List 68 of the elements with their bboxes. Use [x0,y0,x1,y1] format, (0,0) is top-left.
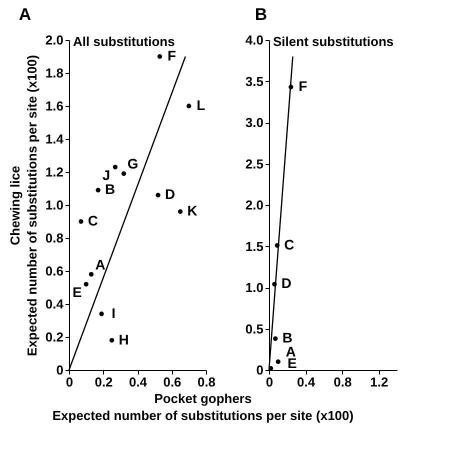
annotation: H [118,331,129,348]
y-tick-label: 1.5 [245,238,264,254]
annotation: G [127,156,138,172]
y-tick-label: 0.2 [45,330,64,344]
annotation: F [298,78,308,94]
point [186,104,192,108]
x-tick-label: 0.4 [128,374,148,390]
y-tick-label: 1.4 [45,132,64,146]
y-tick-label: 1.6 [45,98,64,114]
y-tick-label: 3.0 [245,115,264,130]
y-tick-label: 4.0 [245,32,264,48]
annotation: A [286,343,296,360]
point [109,338,114,343]
point [276,359,280,364]
annotation: D [281,275,292,292]
annotation: E [72,284,82,300]
chart-title: B [254,5,268,24]
y-tick-label: 3.5 [245,74,264,89]
point [99,312,104,316]
y-tick-label: 1.0 [245,280,264,295]
y-tick-label: 1.0 [45,198,64,212]
annotation: D [164,186,176,202]
point [288,84,294,90]
annotation: A [95,256,106,272]
x-tick-label: 0.6 [163,374,182,390]
point [78,219,84,224]
annotation: B [105,181,116,198]
y-tick-label: 1.8 [45,66,64,80]
annotation: C [88,212,98,228]
y-tick-label: 0.4 [45,296,64,312]
x-tick-label: 0.8 [197,374,216,390]
y-tick-label: 0 [256,362,264,378]
y-tick-label: 0.5 [245,321,264,336]
x-tick-label: 0.4 [297,374,316,390]
y-axis-title: Chewing lice Expected number of substitutions per site (x100) [7,54,40,356]
point [157,54,162,59]
y-tick-label: 2.0 [245,198,264,212]
x-tick-label: 1.2 [370,374,388,390]
annotation: B [282,330,292,346]
chart-title: A [18,5,32,24]
y-tick-label: 1.2 [45,164,64,180]
point [178,209,183,214]
point [272,282,277,287]
annotation: All substitutions [73,34,175,49]
point [273,336,278,341]
y-tick-label: 0 [56,362,64,378]
y-tick-label: 2.5 [245,156,264,172]
x-tick-label: 0.2 [94,374,113,390]
annotation: C [284,236,294,252]
point [84,282,88,287]
x-tick-label: 0.8 [334,374,352,390]
annotation: J [102,167,110,184]
point [274,243,280,248]
point [88,272,94,277]
annotation: F [167,48,176,64]
x-axis-title: Pocket gophers Expected number of substitutions per site (x100) [52,391,354,423]
annotation: I [112,304,116,321]
y-tick-label: 0.8 [45,230,64,246]
x-tick-label: 0 [266,374,274,390]
point [96,188,100,192]
annotation: K [187,202,198,219]
annotation: L [196,97,206,113]
y-tick-label: 2.0 [45,32,64,48]
annotation: Silent substitutions [273,34,394,49]
point [112,164,118,170]
point [121,171,126,176]
point [156,192,160,198]
y-tick-label: 0.6 [45,264,64,278]
